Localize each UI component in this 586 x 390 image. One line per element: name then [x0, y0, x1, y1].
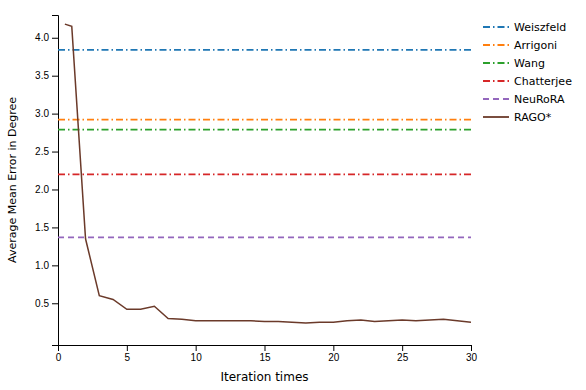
y-axis-tick-mark	[52, 189, 58, 190]
x-axis-tick-label: 5	[125, 352, 131, 363]
legend-swatch	[483, 98, 509, 100]
x-axis-tick: 0	[56, 345, 62, 363]
legend-label: RAGO*	[514, 111, 552, 124]
x-axis-tick-mark	[265, 345, 266, 351]
line	[65, 24, 471, 323]
y-axis-tick: 1.5	[35, 222, 58, 233]
plot: 0 5 10 15 20 25 30 0.5 1.0 1.5 2.0 2.5 3.0 3.5 4.0 Iter…	[6, 16, 477, 385]
legend-label: Wang	[514, 57, 545, 70]
x-axis-tick-label: 20	[328, 352, 340, 363]
y-axis-tick-label: 2.0	[35, 184, 49, 195]
legend-item: Wang	[483, 57, 545, 70]
x-axis-tick-mark	[402, 345, 403, 351]
y-axis-tick-mark	[52, 265, 58, 266]
y-axis-tick-mark	[52, 38, 58, 39]
x-axis-tick: 15	[259, 345, 271, 363]
y-axis-tick: 2.0	[35, 184, 58, 195]
baseline	[58, 173, 471, 175]
baseline	[58, 236, 471, 238]
legend-item: Weiszfeld	[483, 21, 566, 34]
x-axis-tick: 30	[466, 345, 478, 363]
y-axis-title: Average Mean Error in Degree	[6, 97, 19, 263]
legend-item: RAGO*	[483, 111, 552, 124]
y-axis-tick-label: 1.0	[35, 260, 49, 271]
x-axis-tick: 10	[191, 345, 203, 363]
legend-swatch	[483, 26, 509, 28]
x-axis-tick-label: 15	[259, 352, 271, 363]
x-axis-line	[59, 346, 472, 352]
x-axis-tick-mark	[127, 345, 128, 351]
legend-label: Weiszfeld	[514, 21, 566, 34]
y-axis-tick-mark	[52, 227, 58, 228]
marks	[58, 24, 471, 323]
y-axis-tick-label: 2.5	[35, 146, 49, 157]
y-axis-tick-mark	[52, 152, 58, 153]
x-axis-tick-label: 0	[56, 352, 62, 363]
y-axis-line	[52, 16, 59, 346]
y-axis-tick: 1.0	[35, 260, 58, 271]
baseline	[58, 119, 471, 121]
legend-label: Chatterjee	[514, 75, 572, 88]
y-axis-tick-label: 3.5	[35, 70, 49, 81]
x-axis-tick-mark	[196, 345, 197, 351]
y-axis-tick: 4.0	[35, 32, 58, 43]
y-axis-tick-label: 1.5	[35, 222, 49, 233]
x-axis-title: Iteration times	[220, 370, 308, 384]
x-axis-tick: 20	[328, 345, 340, 363]
x-axis-tick-label: 25	[397, 352, 409, 363]
legend-swatch	[483, 62, 509, 64]
x-axis-tick-mark	[471, 345, 472, 351]
y-axis-tick: 2.5	[35, 146, 58, 157]
y-axis-tick: 0.5	[35, 298, 58, 309]
legend-item: Arrigoni	[483, 39, 557, 52]
legend-item: Chatterjee	[483, 75, 572, 88]
legend-swatch	[483, 116, 509, 118]
baseline	[58, 129, 471, 131]
legend: Weiszfeld Arrigoni Wang Chatterjee NeuRoRA RA…	[483, 21, 572, 124]
y-axis-tick-label: 0.5	[35, 298, 49, 309]
y-axis-tick-label: 3.0	[35, 108, 49, 119]
y-axis-tick-mark	[52, 114, 58, 115]
y-axis-tick: 3.0	[35, 108, 58, 119]
baseline	[58, 49, 471, 51]
legend-label: Arrigoni	[514, 39, 557, 52]
legend-label: NeuRoRA	[514, 93, 565, 106]
legend-swatch	[483, 44, 509, 46]
x-axis: 0 5 10 15 20 25 30	[56, 345, 478, 363]
x-axis-tick-label: 10	[191, 352, 203, 363]
y-axis-tick-mark	[52, 76, 58, 77]
x-axis-tick: 5	[125, 345, 131, 363]
legend-item: NeuRoRA	[483, 93, 565, 106]
chart: 0 5 10 15 20 25 30 0.5 1.0 1.5 2.0 2.5 3.0 3.5 4.0 Iter…	[0, 0, 586, 390]
x-axis-tick-label: 30	[466, 352, 478, 363]
x-axis-tick: 25	[397, 345, 409, 363]
legend-swatch	[483, 80, 509, 82]
y-axis-tick: 3.5	[35, 70, 58, 81]
y-axis-tick-mark	[52, 303, 58, 304]
x-axis-tick-mark	[333, 345, 334, 351]
y-axis: 0.5 1.0 1.5 2.0 2.5 3.0 3.5 4.0	[35, 16, 58, 346]
y-axis-tick-label: 4.0	[35, 32, 49, 43]
